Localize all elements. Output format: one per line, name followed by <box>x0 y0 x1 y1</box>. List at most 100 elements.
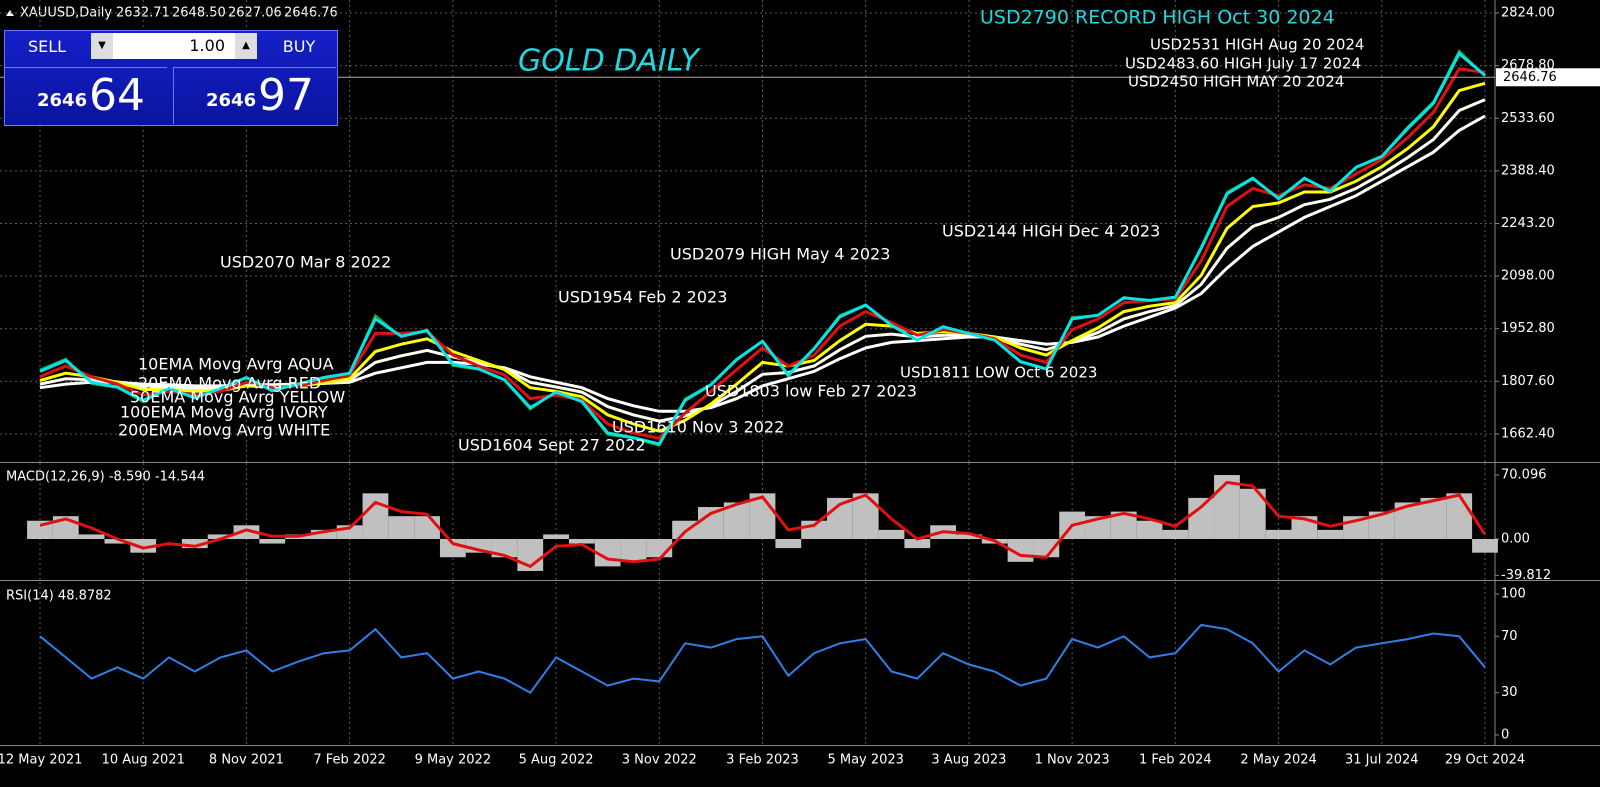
macd-bar <box>414 516 440 539</box>
macd-bar <box>27 520 53 539</box>
one-click-trading: SELL 1.00 ▼ ▲ BUY 2646 64 2646 97 <box>4 30 338 126</box>
y-tick-label: 1952.80 <box>1501 321 1555 336</box>
x-tick-label: 8 Nov 2021 <box>209 753 284 768</box>
macd-bar <box>78 534 105 539</box>
y-tick-label: 2098.00 <box>1501 269 1555 284</box>
annotation: 100EMA Movg Avrg IVORY <box>120 403 328 422</box>
macd-bar <box>130 538 157 553</box>
sell-price-small: 64 <box>89 70 145 121</box>
price-line <box>39 51 1486 446</box>
macd-bar <box>1033 538 1060 558</box>
annotation: USD2070 Mar 8 2022 <box>220 253 391 272</box>
annotation: 50EMA Movg Avrg YELLOW <box>130 388 345 407</box>
macd-bar <box>259 538 286 544</box>
sell-price[interactable]: 2646 64 <box>5 67 167 124</box>
macd-bar <box>775 538 802 549</box>
macd-bar <box>388 516 415 539</box>
macd-bar <box>233 525 260 539</box>
y-tick-label: 2243.20 <box>1501 216 1555 231</box>
high: 2648.50 <box>172 6 226 21</box>
sell-button[interactable]: SELL <box>27 37 67 56</box>
macd-bar <box>878 529 905 539</box>
low: 2627.06 <box>228 6 282 21</box>
macd-bar <box>672 520 698 539</box>
macd-bar <box>543 534 569 539</box>
macd-bar <box>1420 497 1447 539</box>
annotation: USD2079 HIGH May 4 2023 <box>670 245 890 264</box>
rsi-line <box>39 623 1486 694</box>
x-tick-label: 3 Aug 2023 <box>931 753 1006 768</box>
buy-price-small: 97 <box>258 70 314 121</box>
macd-bar <box>1162 529 1189 539</box>
y-tick-label: 0 <box>1501 727 1509 742</box>
x-tick-label: 2 May 2024 <box>1240 753 1317 768</box>
buy-price-big: 2646 <box>206 90 257 111</box>
x-tick-label: 1 Feb 2024 <box>1139 753 1212 768</box>
y-tick-label: 70 <box>1501 629 1518 644</box>
macd-bar <box>1446 493 1473 539</box>
macd-bar <box>1214 475 1240 539</box>
macd-bar <box>439 538 466 558</box>
annotation: USD1954 Feb 2 2023 <box>558 288 727 307</box>
macd-bar <box>620 538 647 562</box>
buy-price[interactable]: 2646 97 <box>173 67 336 124</box>
lot-up[interactable]: ▲ <box>235 33 257 59</box>
y-tick-label: 1662.40 <box>1501 426 1555 441</box>
x-tick-label: 5 May 2023 <box>827 753 904 768</box>
lot-input[interactable]: 1.00 <box>91 33 257 59</box>
annotation: USD1811 LOW Oct 6 2023 <box>900 364 1097 382</box>
annotation: USD2144 HIGH Dec 4 2023 <box>942 222 1160 241</box>
y-tick-label: 0.00 <box>1501 531 1530 546</box>
macd-bar <box>568 538 595 544</box>
annotation: USD2483.60 HIGH July 17 2024 <box>1125 55 1361 73</box>
macd-bar <box>1136 520 1163 539</box>
macd-bar <box>1472 538 1498 553</box>
x-tick-label: 3 Feb 2023 <box>726 753 799 768</box>
x-tick-label: 3 Nov 2022 <box>622 753 697 768</box>
x-tick-label: 29 Oct 2024 <box>1445 753 1525 768</box>
buy-button[interactable]: BUY <box>282 37 316 56</box>
sell-price-big: 2646 <box>37 90 88 111</box>
annotation: USD1803 low Feb 27 2023 <box>705 382 917 401</box>
macd-bar <box>207 534 234 539</box>
y-tick-label: 2388.40 <box>1501 163 1555 178</box>
y-tick-label: 70.096 <box>1501 467 1547 482</box>
y-tick-label: 30 <box>1501 685 1518 700</box>
macd-bar <box>362 493 389 539</box>
signal-line <box>39 480 1487 569</box>
annotation: USD2450 HIGH MAY 20 2024 <box>1128 73 1344 91</box>
macd-bar <box>904 538 931 549</box>
x-tick-label: 31 Jul 2024 <box>1345 753 1419 768</box>
annotation: USD1604 Sept 27 2022 <box>458 436 646 455</box>
macd-bar <box>181 538 208 549</box>
chart-title: GOLD DAILY <box>518 44 702 79</box>
macd-bar <box>1317 529 1344 539</box>
macd-bar <box>104 538 131 544</box>
macd-bar <box>1188 497 1215 539</box>
y-tick-label: 2533.60 <box>1501 111 1555 126</box>
macd-bar <box>1265 529 1292 539</box>
y-tick-label: -39.812 <box>1501 568 1551 583</box>
y-tick-label: 2824.00 <box>1501 6 1555 21</box>
annotation: 20EMA Movg Avrg RED <box>138 374 321 393</box>
annotation: USD2531 HIGH Aug 20 2024 <box>1150 36 1364 54</box>
x-tick-label: 1 Nov 2023 <box>1035 753 1110 768</box>
y-tick-label: 1807.60 <box>1501 374 1555 389</box>
x-tick-label: 5 Aug 2022 <box>519 753 594 768</box>
open: 2632.71 <box>116 6 170 21</box>
macd-bar <box>310 529 337 539</box>
indicator-title: RSI(14) 48.8782 <box>6 589 112 604</box>
x-tick-label: 12 May 2021 <box>0 753 82 768</box>
current-price-box <box>1496 68 1600 87</box>
macd-bar <box>956 534 982 539</box>
current-price-label: 2646.76 <box>1503 70 1557 85</box>
x-tick-label: 9 May 2022 <box>415 753 492 768</box>
macd-bar <box>852 493 879 539</box>
annotation: 10EMA Movg Avrg AQUA <box>138 355 334 374</box>
indicator-title: MACD(12,26,9) -8.590 -14.544 <box>6 470 205 485</box>
y-tick-label: 100 <box>1501 586 1526 601</box>
lot-down[interactable]: ▼ <box>91 33 113 59</box>
x-tick-label: 7 Feb 2022 <box>313 753 386 768</box>
